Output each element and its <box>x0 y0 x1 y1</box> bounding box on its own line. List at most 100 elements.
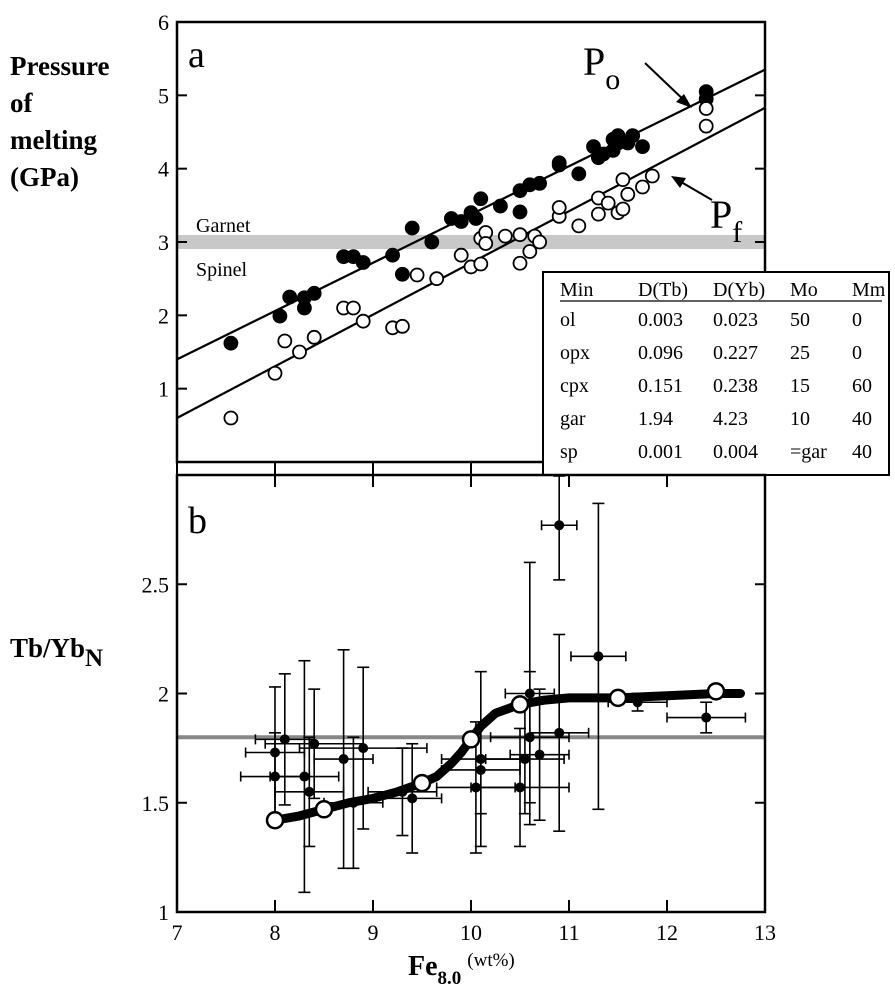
point-pf <box>355 313 371 329</box>
point-pf <box>277 333 293 349</box>
y-tick-label-a: 4 <box>158 157 169 182</box>
y-tick-label-b: 2 <box>158 682 169 707</box>
table-header-cell: Mo <box>790 279 818 301</box>
table-header-cell: D(Yb) <box>713 279 765 301</box>
point-pf <box>345 300 361 316</box>
table-cell: 40 <box>852 408 872 430</box>
pf-label: Pf <box>710 192 742 249</box>
table-header-cell: D(Tb) <box>638 279 688 301</box>
point-pf <box>532 234 547 250</box>
point-po <box>394 266 410 282</box>
data-point <box>554 520 565 531</box>
po-arrowhead <box>676 94 692 108</box>
spinel-label: Spinel <box>196 259 248 281</box>
data-point <box>515 782 525 793</box>
table-cell: 60 <box>852 375 872 397</box>
point-pf <box>644 168 660 184</box>
table-header-cell: Mm <box>852 279 886 301</box>
po-arrow <box>644 62 689 105</box>
point-pf <box>698 101 714 116</box>
point-po <box>635 139 650 155</box>
point-pf <box>292 344 307 360</box>
point-po <box>385 247 401 263</box>
point-po <box>223 335 239 351</box>
data-points <box>270 520 712 808</box>
table-cell: 0.004 <box>713 441 758 463</box>
model-points <box>265 682 726 830</box>
partition-coefficient-table: Min D(Tb) D(Yb) Mo Mm ol 0.003 0.023 50 0 opx 0.096… <box>542 271 890 476</box>
data-point <box>270 771 280 782</box>
y-axis-title-a-line-1: Pressure <box>10 51 109 81</box>
data-point <box>524 732 535 743</box>
point-pf <box>473 256 489 272</box>
model-point <box>461 730 481 749</box>
table-cell: ol <box>560 309 576 331</box>
table-cell: 0 <box>852 309 862 331</box>
table-cell: 0.003 <box>638 309 683 331</box>
model-point <box>608 688 628 708</box>
model-point <box>314 800 334 819</box>
garnet-label: Garnet <box>196 215 251 237</box>
po-label-sub: o <box>605 63 620 96</box>
point-pf <box>635 179 650 195</box>
x-tick-label: 7 <box>172 920 183 945</box>
point-pf <box>497 228 513 244</box>
table-cell: sp <box>560 441 578 463</box>
table-cell: 0.001 <box>638 441 683 463</box>
y-tick-label-b: 1 <box>158 900 169 925</box>
panel-b-label: b <box>188 500 207 542</box>
point-pf <box>551 200 567 215</box>
point-pf <box>698 118 714 134</box>
table-cell: cpx <box>560 375 589 397</box>
y-tick-label-b: 2.5 <box>142 572 170 597</box>
point-pf <box>591 206 606 222</box>
point-po <box>404 220 420 236</box>
table-cell: 15 <box>790 375 810 397</box>
data-point <box>534 749 545 760</box>
panel-b: 1 1.5 2 2.5 7 8 9 10 11 12 13 b Tb/YbN Fe8.0(wt%) <box>10 473 776 989</box>
point-pf <box>522 244 538 259</box>
table-box <box>542 271 890 476</box>
model-point <box>412 773 432 793</box>
y-axis-title-a-line-4: (GPa) <box>10 162 79 192</box>
point-po <box>492 198 508 214</box>
x-axis-title: Fe8.0(wt%) <box>408 950 515 989</box>
point-po <box>306 285 322 301</box>
data-point <box>338 754 349 765</box>
point-pf <box>571 218 587 234</box>
table-cell: 0.227 <box>713 342 758 364</box>
point-po <box>551 157 567 173</box>
point-po <box>571 166 587 182</box>
point-po <box>532 175 547 191</box>
po-label-main: P <box>583 39 605 84</box>
point-po <box>468 211 484 226</box>
pf-annotation: Pf <box>671 176 742 249</box>
point-pf <box>615 201 631 217</box>
point-pf <box>512 255 528 271</box>
y-tick-label-b: 1.5 <box>142 791 170 816</box>
x-tick-label: 13 <box>754 920 776 945</box>
table-cell: 50 <box>790 309 810 331</box>
data-point <box>593 651 604 662</box>
point-pf <box>453 247 469 263</box>
y-tick-label-a: 6 <box>158 10 169 35</box>
point-pf <box>512 227 528 243</box>
error-bars <box>239 475 747 894</box>
model-point <box>510 695 530 714</box>
table-cell: 0.238 <box>713 375 758 397</box>
data-point <box>701 712 712 723</box>
y-tick-label-a: 3 <box>158 230 169 255</box>
point-pf <box>409 267 425 283</box>
point-po <box>453 214 469 229</box>
table-cell: 1.94 <box>638 408 673 430</box>
point-po <box>296 300 312 316</box>
y-tick-label-a: 2 <box>158 303 169 328</box>
data-point <box>270 747 280 758</box>
point-po <box>272 308 288 324</box>
po-label: Po <box>583 39 620 96</box>
x-tick-label: 11 <box>558 920 579 945</box>
y-tick-label-a: 5 <box>158 83 169 108</box>
point-po <box>512 204 528 220</box>
